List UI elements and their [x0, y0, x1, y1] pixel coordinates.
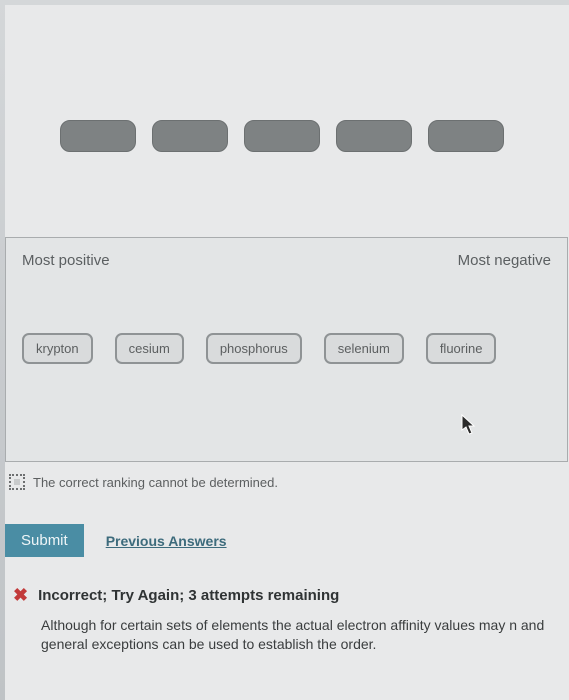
feedback-heading: Incorrect; Try Again; 3 attempts remaini…	[38, 587, 339, 604]
cannot-determine-label: The correct ranking cannot be determined…	[33, 475, 278, 490]
previous-answers-link[interactable]: Previous Answers	[106, 533, 227, 549]
element-chip[interactable]: krypton	[22, 333, 93, 364]
element-chip[interactable]: cesium	[115, 333, 184, 364]
drop-slot[interactable]	[60, 120, 136, 152]
element-chip[interactable]: selenium	[324, 333, 404, 364]
cannot-determine-checkbox[interactable]	[9, 474, 25, 490]
actions-row: Submit Previous Answers	[5, 524, 569, 557]
drop-slot[interactable]	[152, 120, 228, 152]
drop-slot[interactable]	[244, 120, 320, 152]
element-chip[interactable]: fluorine	[426, 333, 497, 364]
feedback-body: Although for certain sets of elements th…	[41, 616, 561, 654]
incorrect-icon: ✖	[13, 585, 28, 606]
left-extreme-label: Most positive	[22, 252, 110, 269]
chip-row: krypton cesium phosphorus selenium fluor…	[22, 333, 551, 364]
drop-slot[interactable]	[428, 120, 504, 152]
cannot-determine-row: The correct ranking cannot be determined…	[9, 474, 569, 490]
ranking-container: Most positive Most negative krypton cesi…	[5, 237, 568, 462]
slot-row	[5, 5, 569, 152]
ranking-labels: Most positive Most negative	[22, 252, 551, 269]
drop-slot[interactable]	[336, 120, 412, 152]
feedback-block: ✖ Incorrect; Try Again; 3 attempts remai…	[13, 585, 561, 654]
cursor-icon	[461, 414, 477, 436]
submit-button[interactable]: Submit	[5, 524, 84, 557]
right-extreme-label: Most negative	[458, 252, 551, 269]
element-chip[interactable]: phosphorus	[206, 333, 302, 364]
